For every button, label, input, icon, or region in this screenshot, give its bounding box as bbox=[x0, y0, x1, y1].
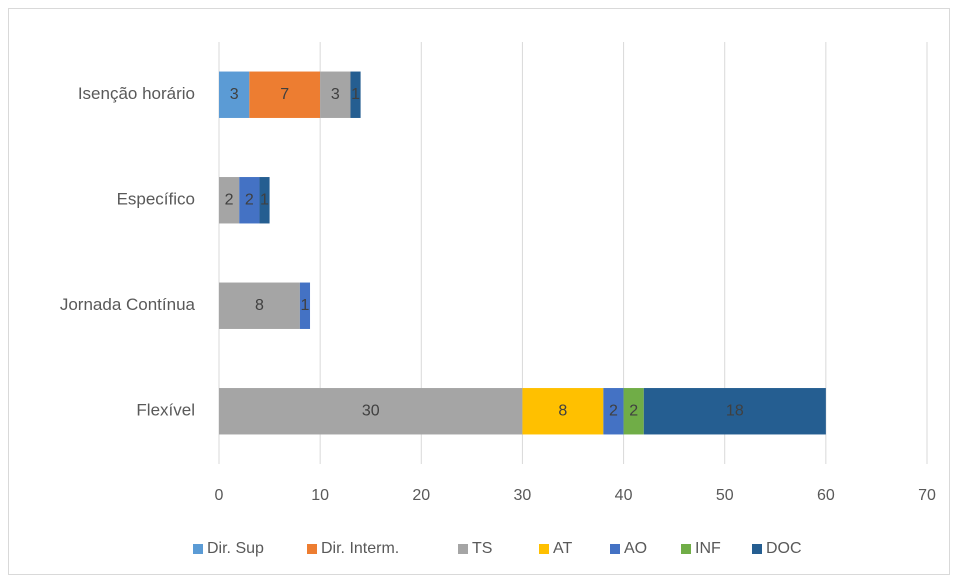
legend-swatch bbox=[458, 544, 468, 554]
bar-segment bbox=[299, 282, 311, 329]
bar-segment bbox=[320, 71, 351, 118]
x-tick-label: 60 bbox=[817, 487, 835, 504]
x-tick-label: 40 bbox=[615, 487, 633, 504]
legend-label: Dir. Interm. bbox=[321, 540, 399, 557]
legend-swatch bbox=[539, 544, 549, 554]
bar-segment bbox=[643, 388, 826, 435]
data-label: 2 bbox=[609, 402, 618, 419]
legend-swatch bbox=[193, 544, 203, 554]
y-tick-label: Flexível bbox=[136, 401, 195, 420]
bar-segment bbox=[522, 388, 604, 435]
legend-label: AT bbox=[553, 540, 572, 557]
data-label: 1 bbox=[260, 191, 269, 208]
legend-label: AO bbox=[624, 540, 647, 557]
legend-swatch bbox=[307, 544, 317, 554]
data-label: 1 bbox=[351, 86, 360, 103]
bar-segment bbox=[350, 71, 361, 118]
data-label: 1 bbox=[301, 297, 310, 314]
legend-swatch bbox=[752, 544, 762, 554]
x-tick-label: 20 bbox=[412, 487, 430, 504]
data-label: 2 bbox=[225, 191, 234, 208]
bar-segment bbox=[259, 177, 270, 224]
y-tick-label: Específico bbox=[117, 190, 195, 209]
legend-swatch bbox=[610, 544, 620, 554]
legend-label: Dir. Sup bbox=[207, 540, 264, 557]
bar-segment bbox=[219, 282, 300, 329]
bar-segment bbox=[219, 388, 523, 435]
data-label: 7 bbox=[280, 86, 289, 103]
bar-segment bbox=[219, 177, 240, 224]
x-tick-label: 70 bbox=[918, 487, 936, 504]
data-label: 8 bbox=[255, 297, 264, 314]
data-label: 18 bbox=[726, 402, 744, 419]
bar-segment bbox=[249, 71, 321, 118]
bar-segment bbox=[239, 177, 260, 224]
bar-segment bbox=[623, 388, 644, 435]
bar-segment bbox=[219, 71, 250, 118]
data-label: 2 bbox=[629, 402, 638, 419]
legend-swatch bbox=[681, 544, 691, 554]
y-tick-label: Isenção horário bbox=[78, 84, 195, 103]
x-tick-label: 0 bbox=[215, 487, 224, 504]
bar-segment bbox=[603, 388, 624, 435]
data-label: 3 bbox=[230, 86, 239, 103]
legend-label: TS bbox=[472, 540, 492, 557]
data-label: 8 bbox=[558, 402, 567, 419]
x-tick-label: 10 bbox=[311, 487, 329, 504]
x-tick-label: 50 bbox=[716, 487, 734, 504]
x-tick-label: 30 bbox=[514, 487, 532, 504]
data-label: 30 bbox=[362, 402, 380, 419]
legend-label: DOC bbox=[766, 540, 802, 557]
y-tick-label: Jornada Contínua bbox=[60, 295, 196, 314]
legend-label: INF bbox=[695, 540, 721, 557]
chart-frame bbox=[8, 8, 950, 575]
data-label: 2 bbox=[245, 191, 254, 208]
data-label: 3 bbox=[331, 86, 340, 103]
